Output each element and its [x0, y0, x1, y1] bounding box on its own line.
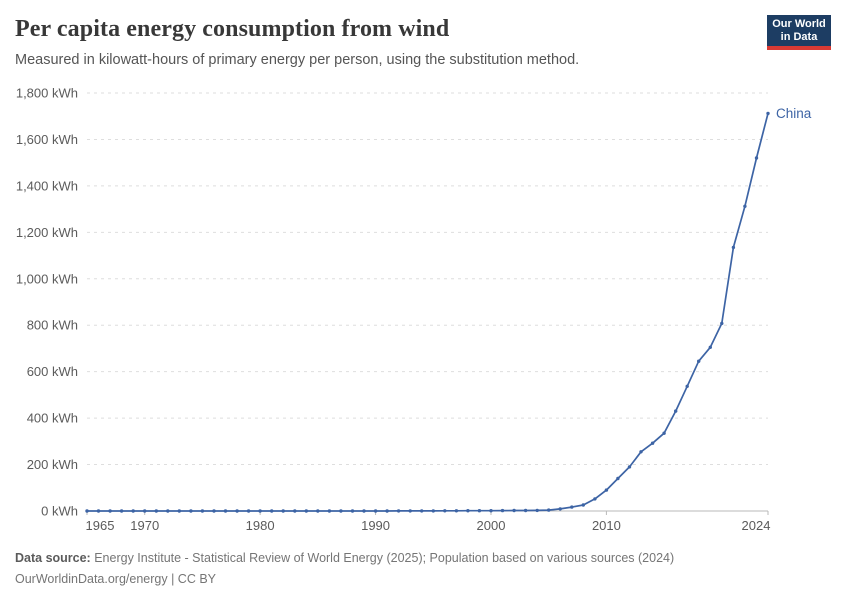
- y-tick-label: 1,200 kWh: [16, 225, 78, 240]
- data-point: [685, 384, 689, 388]
- data-source-label: Data source:: [15, 551, 91, 565]
- data-point: [431, 509, 435, 513]
- y-tick-label: 1,600 kWh: [16, 132, 78, 147]
- data-point: [212, 509, 216, 513]
- data-point: [293, 509, 297, 513]
- data-point: [373, 509, 378, 513]
- data-point: [235, 509, 239, 513]
- data-point: [85, 509, 89, 513]
- data-point: [674, 409, 678, 413]
- data-point: [570, 505, 574, 509]
- x-axis-labels: 1965 1970 1980 1990 2000 2010 2024: [86, 518, 771, 533]
- data-point: [627, 465, 632, 469]
- data-point: [246, 509, 251, 513]
- data-point: [143, 509, 147, 513]
- y-gridlines: [87, 92, 768, 512]
- y-tick-label: 1,000 kWh: [16, 271, 78, 286]
- data-point: [420, 509, 424, 513]
- data-point: [385, 509, 389, 513]
- y-tick-label: 0 kWh: [41, 504, 78, 519]
- data-point: [189, 509, 193, 513]
- y-tick-label: 400 kWh: [27, 411, 78, 426]
- data-point: [316, 509, 320, 513]
- data-source-text: Energy Institute - Statistical Review of…: [94, 551, 675, 565]
- data-point: [558, 507, 562, 511]
- data-point: [523, 508, 528, 513]
- x-tick-label: 1965: [86, 518, 115, 533]
- x-tick-label: 2010: [592, 518, 621, 533]
- y-tick-label: 800 kWh: [27, 318, 78, 333]
- data-point: [743, 204, 747, 208]
- data-point: [547, 508, 551, 512]
- data-point: [477, 509, 482, 513]
- data-point: [223, 509, 228, 513]
- data-point: [350, 509, 355, 513]
- data-point: [327, 509, 332, 513]
- data-point: [108, 509, 112, 513]
- data-point: [639, 450, 643, 454]
- data-point: [593, 497, 597, 501]
- data-point: [697, 359, 701, 363]
- data-point: [535, 508, 539, 513]
- data-source-line: Data source: Energy Institute - Statisti…: [15, 548, 815, 569]
- data-point: [339, 509, 343, 513]
- chart-footer: Data source: Energy Institute - Statisti…: [15, 548, 815, 589]
- x-tick-label: 1970: [130, 518, 159, 533]
- series-points: [85, 111, 770, 513]
- data-point: [177, 509, 181, 513]
- data-point: [131, 509, 135, 513]
- data-point: [720, 321, 724, 326]
- logo-line2: in Data: [780, 30, 818, 43]
- series-line: [86, 112, 769, 512]
- y-tick-label: 600 kWh: [27, 364, 78, 379]
- data-point: [466, 509, 470, 513]
- data-point: [662, 431, 666, 435]
- data-point: [454, 509, 459, 513]
- logo-line1: Our World: [772, 17, 826, 30]
- data-point: [489, 509, 493, 513]
- data-point: [281, 509, 285, 513]
- data-point: [604, 488, 609, 492]
- y-tick-label: 1,800 kWh: [16, 86, 78, 101]
- data-point: [708, 345, 712, 349]
- chart-subtitle: Measured in kilowatt-hours of primary en…: [15, 52, 580, 68]
- data-point: [512, 508, 516, 513]
- data-point: [258, 509, 262, 513]
- data-point: [396, 509, 401, 513]
- page-title: Per capita energy consumption from wind: [15, 16, 450, 42]
- data-point: [616, 476, 620, 481]
- data-point: [119, 509, 124, 513]
- data-point: [96, 509, 101, 513]
- data-point: [443, 509, 447, 513]
- data-point: [731, 245, 736, 250]
- owid-logo[interactable]: Our World in Data: [767, 15, 831, 50]
- data-point: [200, 509, 205, 513]
- data-point: [754, 156, 759, 160]
- data-point: [362, 509, 366, 513]
- data-point: [154, 509, 158, 513]
- data-point: [166, 509, 170, 513]
- data-point: [650, 441, 655, 445]
- data-point: [581, 503, 585, 507]
- y-tick-label: 200 kWh: [27, 457, 78, 472]
- y-axis-labels: 0 kWh 200 kWh 400 kWh 600 kWh 800 kWh 1,000 k…: [16, 86, 78, 519]
- data-point: [304, 509, 308, 513]
- data-point: [270, 509, 274, 513]
- y-tick-label: 1,400 kWh: [16, 178, 78, 193]
- x-tick-label: 1990: [361, 518, 390, 533]
- data-point: [408, 509, 412, 513]
- footer-link[interactable]: OurWorldinData.org/energy | CC BY: [15, 571, 217, 586]
- series-label: China: [776, 106, 812, 121]
- x-tick-label: 2024: [742, 518, 771, 533]
- data-point: [766, 111, 770, 116]
- data-point: [500, 508, 505, 513]
- x-tick-label: 1980: [246, 518, 275, 533]
- x-tick-label: 2000: [477, 518, 506, 533]
